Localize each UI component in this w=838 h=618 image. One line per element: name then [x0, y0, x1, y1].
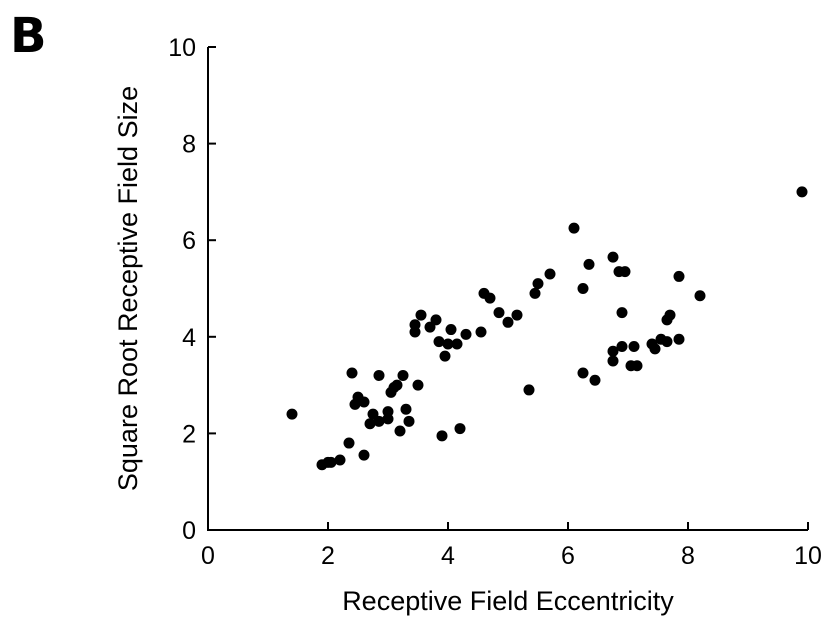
data-point	[364, 418, 376, 430]
data-point	[628, 340, 640, 352]
data-point	[607, 355, 619, 367]
data-point	[454, 423, 466, 435]
data-point	[664, 309, 676, 321]
y-tick-label: 10	[168, 34, 196, 62]
data-point	[382, 406, 394, 418]
y-tick-label: 6	[182, 227, 196, 255]
axes	[207, 47, 808, 531]
data-point	[607, 345, 619, 357]
data-point	[460, 328, 472, 340]
x-ticks: 0 2 4 6 8 10	[201, 522, 822, 570]
data-point	[433, 336, 445, 348]
y-axis-label: Square Root Receptive Field Size	[113, 86, 143, 491]
data-point	[391, 379, 403, 391]
data-point	[649, 343, 661, 355]
data-point	[502, 316, 514, 328]
data-point	[334, 454, 346, 466]
data-point	[475, 326, 487, 338]
x-tick-label: 4	[441, 542, 455, 570]
data-point	[583, 258, 595, 270]
data-point	[325, 456, 337, 468]
x-tick-label: 0	[201, 542, 215, 570]
data-point	[493, 307, 505, 319]
data-point	[400, 403, 412, 415]
data-point	[439, 350, 451, 362]
x-tick-label: 6	[561, 542, 575, 570]
data-point	[415, 309, 427, 321]
y-tick-label: 4	[182, 324, 196, 352]
data-point	[619, 266, 631, 278]
data-point	[358, 449, 370, 461]
data-point	[397, 369, 409, 381]
data-point	[436, 430, 448, 442]
data-point	[409, 319, 421, 331]
data-point	[532, 278, 544, 290]
data-point	[451, 338, 463, 350]
x-tick-label: 10	[794, 542, 822, 570]
x-tick-label: 8	[681, 542, 695, 570]
data-point	[589, 374, 601, 386]
data-point	[394, 425, 406, 437]
data-point	[673, 333, 685, 345]
data-point	[343, 437, 355, 449]
data-point	[577, 283, 589, 294]
data-point	[796, 186, 808, 198]
data-point	[286, 408, 298, 420]
data-point	[511, 309, 523, 321]
data-point	[529, 287, 541, 299]
data-point	[568, 222, 580, 234]
data-point	[403, 415, 415, 427]
data-point	[484, 292, 496, 304]
data-point	[442, 338, 454, 350]
y-tick-label: 0	[182, 517, 196, 545]
data-point	[544, 268, 556, 280]
data-point	[445, 324, 457, 336]
data-point	[616, 307, 628, 319]
panel-label: B	[10, 8, 47, 64]
data-point	[673, 270, 685, 282]
y-ticks: 0 2 4 6 8 10	[168, 34, 216, 545]
data-point	[367, 408, 379, 420]
data-point	[346, 367, 358, 379]
data-point	[358, 396, 370, 408]
data-points	[286, 186, 808, 471]
x-tick-label: 2	[321, 542, 335, 570]
data-point	[373, 415, 385, 427]
data-point	[661, 336, 673, 348]
data-point	[631, 360, 643, 372]
data-point	[577, 367, 589, 379]
y-tick-label: 8	[182, 131, 196, 159]
data-point	[412, 379, 424, 391]
data-point	[523, 384, 535, 396]
data-point	[424, 321, 436, 333]
data-point	[373, 369, 385, 381]
data-point	[430, 314, 442, 326]
data-point	[607, 251, 619, 263]
data-point	[694, 290, 706, 302]
y-tick-label: 2	[182, 420, 196, 448]
x-axis-label: Receptive Field Eccentricity	[342, 586, 674, 616]
data-point	[616, 340, 628, 352]
